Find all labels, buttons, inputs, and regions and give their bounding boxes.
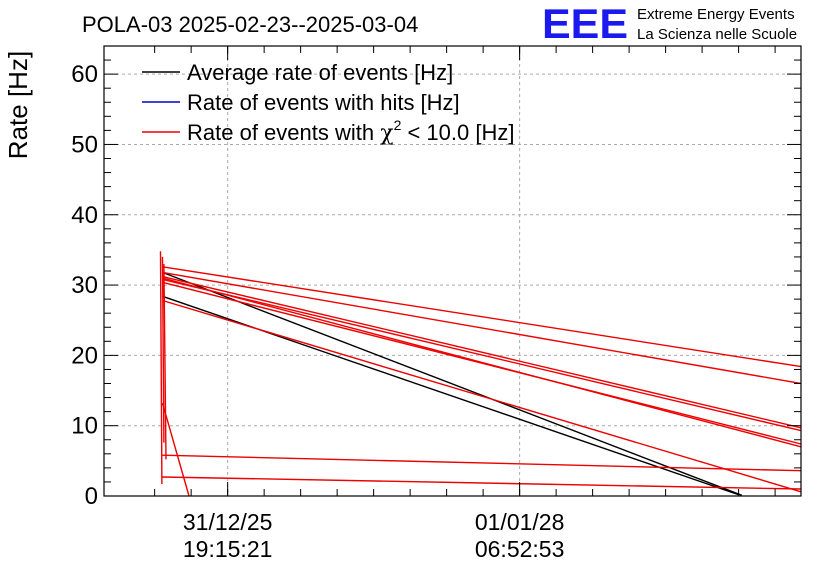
legend: Average rate of events [Hz] Rate of event… xyxy=(142,60,514,146)
y-tick-label-0: 0 xyxy=(85,483,98,510)
x-tick-time-1: 06:52:53 xyxy=(475,536,565,562)
y-tick-label-20: 20 xyxy=(71,342,98,369)
y-tick-label-10: 10 xyxy=(71,413,98,440)
series-2-line-7 xyxy=(162,454,802,472)
y-tick-label-40: 40 xyxy=(71,202,98,229)
y-tick-label-50: 50 xyxy=(71,131,98,158)
series-2-line-1 xyxy=(162,271,802,385)
series-2-line-11 xyxy=(161,256,165,443)
series-2-line-0 xyxy=(162,266,802,368)
data-series xyxy=(159,251,802,497)
eee-logo-mark: EEE xyxy=(542,0,628,47)
legend-label-1: Rate of events with hits [Hz] xyxy=(187,90,460,115)
series-2-line-9 xyxy=(161,403,190,497)
legend-label-2: Rate of events with χ2 < 10.0 [Hz] xyxy=(187,117,514,146)
legend-label-0: Average rate of events [Hz] xyxy=(187,60,453,85)
x-tick-date-1: 01/01/28 xyxy=(475,509,565,535)
series-2-line-5 xyxy=(162,277,802,448)
x-tick-date-0: 31/12/25 xyxy=(183,509,273,535)
logo: EEE Extreme Energy Events La Scienza nel… xyxy=(542,0,797,47)
logo-line-2: La Scienza nelle Scuole xyxy=(637,26,797,43)
series-2-line-6 xyxy=(162,299,802,493)
x-tick-time-0: 19:15:21 xyxy=(183,536,273,562)
axis-ticks xyxy=(104,45,801,497)
y-tick-label-60: 60 xyxy=(71,61,98,88)
y-tick-label-30: 30 xyxy=(71,272,98,299)
series-2-line-8 xyxy=(162,476,802,490)
y-axis-label: Rate [Hz] xyxy=(3,51,33,159)
series-0-line-1 xyxy=(162,271,743,496)
series-2-line-10 xyxy=(159,251,163,485)
logo-line-1: Extreme Energy Events xyxy=(637,6,795,23)
series-2-line-4 xyxy=(162,281,802,445)
series-2-line-12 xyxy=(163,263,167,460)
y-tick-labels: 0 10 20 30 40 50 60 xyxy=(71,61,98,510)
series-2-line-2 xyxy=(162,275,802,429)
series-2-line-3 xyxy=(162,278,802,432)
chart-title: POLA-03 2025-02-23--2025-03-04 xyxy=(82,12,418,37)
